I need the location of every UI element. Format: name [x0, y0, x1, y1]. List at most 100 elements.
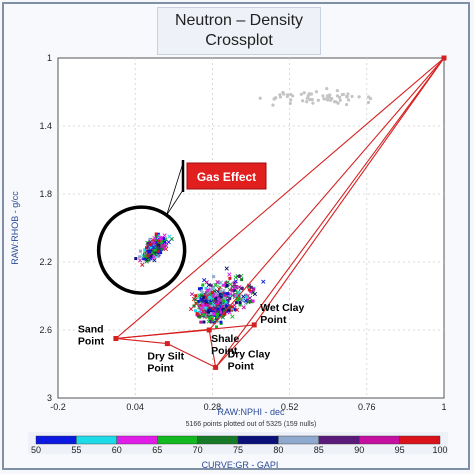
colorbar-tick-label: 100 [432, 445, 447, 455]
data-point [218, 280, 224, 285]
data-point [227, 272, 232, 277]
data-point [240, 286, 244, 290]
data-point [291, 94, 295, 98]
colorbar-label: CURVE:GR - GAPI [202, 460, 279, 470]
data-point [206, 288, 210, 292]
y-tick-label: 3 [47, 393, 52, 403]
colorbar-tick-label: 95 [395, 445, 405, 455]
data-point [200, 294, 204, 298]
data-point [160, 243, 164, 247]
data-point [251, 299, 255, 303]
data-point [194, 301, 199, 306]
data-point [223, 296, 227, 300]
y-tick-label: 1.4 [39, 121, 52, 131]
data-point [194, 294, 198, 298]
point-label: Point [260, 314, 287, 326]
interpretation-line [115, 57, 445, 339]
colorbar-tick-label: 80 [273, 445, 283, 455]
data-point [271, 103, 275, 107]
data-point [244, 293, 248, 297]
data-point [228, 305, 232, 309]
colorbar-segment [35, 435, 77, 445]
colorbar: 50 55 60 65 70 75 80 85 90 95 100 [31, 435, 448, 455]
data-point [204, 295, 209, 300]
data-point [162, 233, 167, 238]
data-point [215, 279, 220, 285]
data-point [145, 244, 151, 249]
data-point [213, 296, 217, 300]
data-point [156, 249, 160, 253]
interpretation-line [215, 57, 445, 368]
data-point [314, 90, 319, 94]
data-point [274, 96, 278, 100]
data-point [149, 246, 153, 250]
point-label: Point [78, 336, 105, 348]
endpoint-marker [206, 327, 212, 333]
data-point [278, 93, 282, 97]
data-point [216, 296, 220, 300]
data-point [150, 254, 154, 258]
data-point [241, 294, 246, 299]
data-point [350, 94, 354, 99]
x-tick-label: 1 [441, 402, 446, 412]
data-point [238, 286, 244, 291]
title-line-1: Neutron – Density [174, 12, 304, 29]
data-point [205, 303, 209, 307]
data-point [154, 241, 158, 245]
data-point [210, 291, 214, 295]
data-point [208, 295, 212, 299]
data-point [202, 313, 206, 317]
data-point [345, 94, 349, 99]
data-point [346, 92, 350, 96]
data-point [211, 312, 215, 316]
data-point [230, 307, 234, 311]
data-point [137, 258, 143, 263]
gas-effect-circle [96, 205, 187, 295]
data-point [202, 320, 206, 324]
data-point [224, 300, 228, 304]
endpoint-marker [213, 364, 219, 370]
data-point [235, 293, 239, 297]
data-point [151, 244, 156, 249]
colorbar-tick-label: 70 [193, 445, 203, 455]
x-tick-label: 0.04 [126, 402, 144, 412]
data-point [210, 304, 214, 308]
x-tick-label: 0.76 [358, 402, 376, 412]
data-point [326, 98, 330, 102]
data-point [335, 88, 339, 93]
interpretation-line [208, 57, 445, 331]
data-point [344, 102, 349, 107]
data-point [213, 305, 218, 311]
data-point [299, 92, 303, 96]
data-point [198, 315, 202, 319]
data-point [325, 87, 329, 91]
interpretation-line [167, 343, 216, 368]
data-point [225, 280, 230, 285]
data-point [232, 282, 237, 287]
data-point [143, 248, 147, 252]
data-point [197, 299, 201, 303]
data-point [215, 312, 219, 316]
data-point [238, 301, 242, 305]
data-point [222, 283, 226, 287]
data-point [162, 240, 167, 245]
colorbar-tick-label: 55 [71, 445, 81, 455]
interpretation-line [208, 329, 217, 368]
colorbar-tick-label: 85 [314, 445, 324, 455]
data-point [223, 312, 227, 316]
data-point [201, 308, 206, 314]
data-point [210, 318, 215, 323]
data-point [233, 308, 237, 312]
data-point [288, 101, 292, 105]
data-point [140, 262, 145, 267]
data-point [163, 237, 167, 241]
data-point [225, 304, 229, 308]
data-point [160, 240, 164, 244]
data-point [219, 295, 223, 299]
data-point [138, 255, 142, 259]
y-axis-label: RAW:RHOB - g/cc [10, 191, 20, 265]
data-point [208, 307, 213, 312]
data-point [152, 258, 157, 263]
data-point [234, 301, 238, 305]
